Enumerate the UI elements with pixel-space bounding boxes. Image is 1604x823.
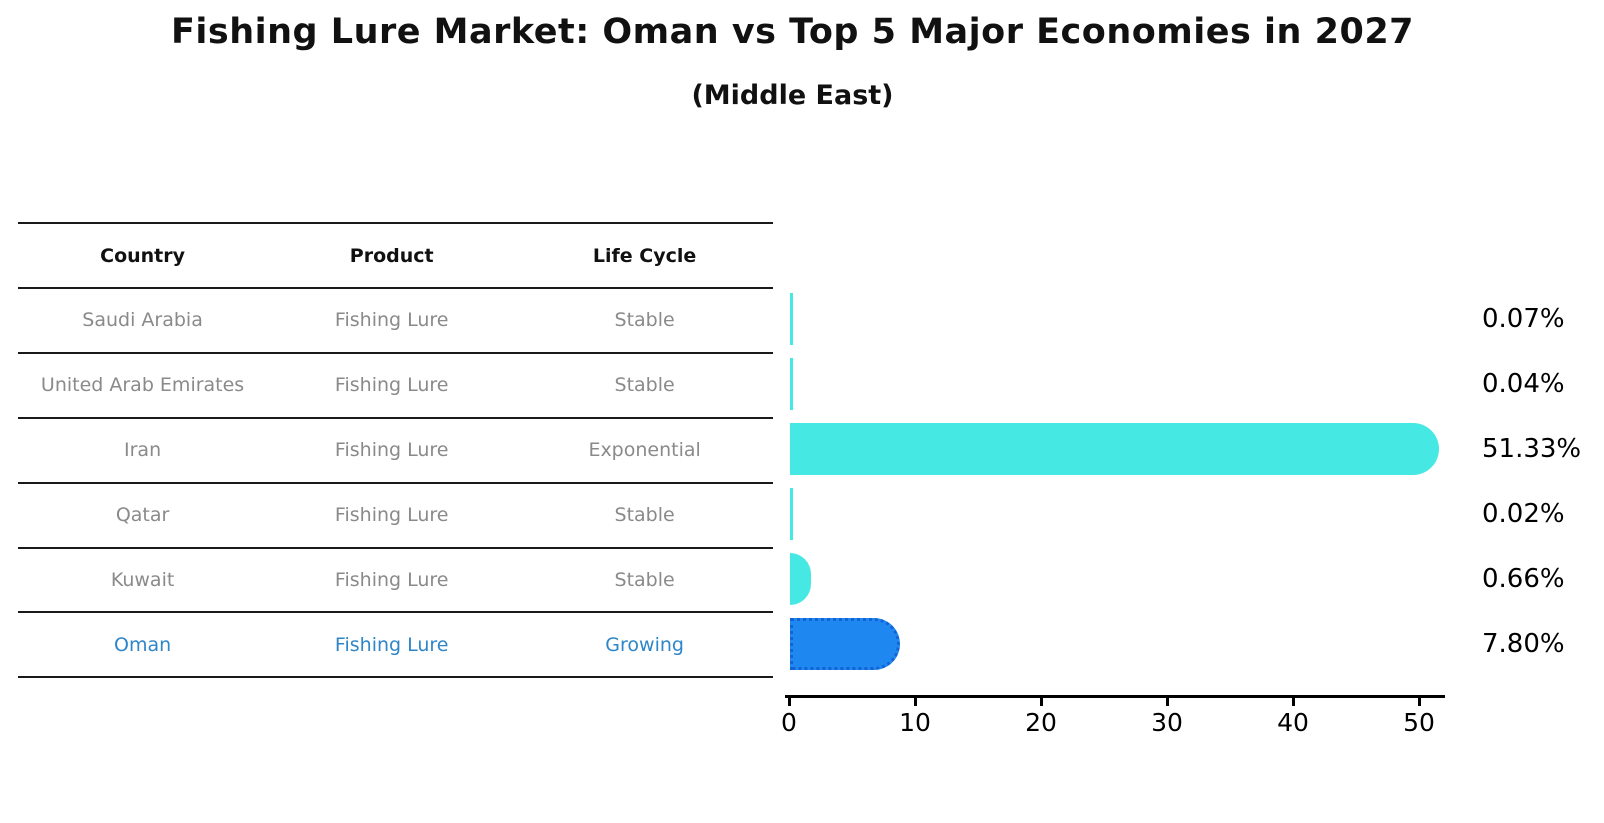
table-row: Saudi Arabia Fishing Lure Stable — [18, 289, 773, 354]
bar-row — [790, 287, 1450, 352]
chart-title: Fishing Lure Market: Oman vs Top 5 Major… — [170, 12, 1415, 52]
table-row: Oman Fishing Lure Growing — [18, 613, 773, 679]
table-header-row: Country Product Life Cycle — [18, 224, 773, 289]
cell-product: Fishing Lure — [334, 439, 449, 462]
bar — [790, 293, 793, 346]
cell-country: United Arab Emirates — [40, 374, 245, 397]
x-axis-line — [785, 695, 1445, 698]
bar-row — [790, 417, 1450, 482]
bar — [790, 423, 1440, 476]
bar — [790, 552, 812, 605]
cell-life-cycle: Stable — [614, 374, 675, 397]
cell-country: Iran — [124, 439, 162, 462]
chart-subtitle: (Middle East) — [691, 80, 894, 111]
value-label: 0.07% — [1482, 304, 1565, 335]
header-product: Product — [349, 244, 434, 267]
cell-country: Kuwait — [110, 569, 175, 591]
cell-life-cycle: Stable — [614, 504, 675, 527]
header-life-cycle: Life Cycle — [592, 244, 697, 267]
bar-row — [790, 481, 1450, 546]
value-label: 0.04% — [1482, 369, 1565, 400]
x-tick-mark — [1166, 697, 1169, 706]
x-tick-mark — [1418, 697, 1421, 706]
cell-life-cycle: Stable — [614, 309, 675, 332]
x-tick-label: 0 — [781, 708, 797, 737]
x-tick-label: 10 — [899, 708, 931, 737]
cell-country: Qatar — [115, 504, 170, 527]
value-label: 0.66% — [1482, 563, 1565, 594]
cell-product: Fishing Lure — [334, 633, 449, 656]
table-row: United Arab Emirates Fishing Lure Stable — [18, 354, 773, 419]
value-label: 7.80% — [1482, 628, 1565, 659]
table-body: Saudi Arabia Fishing Lure Stable United … — [18, 289, 773, 679]
cell-product: Fishing Lure — [334, 309, 449, 332]
cell-product: Fishing Lure — [334, 374, 449, 397]
x-tick-mark — [788, 697, 791, 706]
value-label: 51.33% — [1482, 434, 1582, 465]
x-tick-mark — [1040, 697, 1043, 706]
header-country: Country — [100, 244, 186, 267]
x-tick-mark — [1292, 697, 1295, 706]
bar-row — [790, 611, 1450, 676]
bar-plot-area — [790, 287, 1450, 676]
value-label-column: 0.07% 0.04% 51.33% 0.02% 0.66% 7.80% — [1482, 287, 1581, 676]
value-label: 0.02% — [1482, 498, 1565, 529]
cell-product: Fishing Lure — [334, 569, 449, 591]
cell-life-cycle: Exponential — [588, 439, 701, 462]
table-row: Iran Fishing Lure Exponential — [18, 419, 773, 484]
cell-life-cycle: Stable — [614, 569, 675, 591]
x-tick-label: 20 — [1025, 708, 1057, 737]
cell-life-cycle: Growing — [605, 633, 684, 656]
x-tick-label: 30 — [1151, 708, 1183, 737]
x-tick-mark — [914, 697, 917, 706]
bar-row — [790, 546, 1450, 611]
country-table: Country Product Life Cycle Saudi Arabia … — [18, 222, 773, 679]
x-tick-label: 50 — [1403, 708, 1435, 737]
table-row: Qatar Fishing Lure Stable — [18, 484, 773, 549]
bar — [790, 358, 793, 411]
table-row: Kuwait Fishing Lure Stable — [18, 549, 773, 614]
bar-row — [790, 352, 1450, 417]
cell-country: Saudi Arabia — [82, 309, 203, 332]
cell-country: Oman — [113, 633, 172, 656]
x-tick-label: 40 — [1277, 708, 1309, 737]
bar — [790, 617, 900, 670]
cell-product: Fishing Lure — [334, 504, 449, 527]
bar — [790, 487, 793, 540]
